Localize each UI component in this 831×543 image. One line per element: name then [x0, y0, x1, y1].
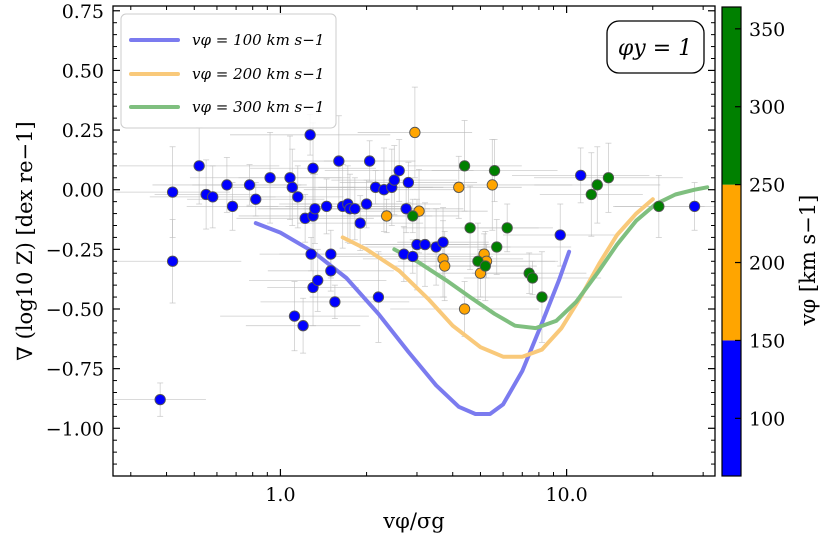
data-point: [154, 394, 166, 406]
data-point: [193, 160, 205, 172]
x-tick-label: 1.0: [265, 484, 295, 506]
colorbar-tick-label: 200: [749, 253, 785, 275]
data-point: [488, 164, 501, 177]
data-point: [458, 303, 471, 315]
colorbar-tick-label: 150: [749, 330, 785, 352]
y-tick-label: 0.25: [62, 120, 104, 142]
data-point: [221, 179, 233, 191]
data-point: [393, 164, 405, 177]
legend-label-100: vφ = 100 km s−1: [192, 31, 324, 49]
y-tick-label: −0.50: [46, 299, 104, 321]
model-curves: [253, 185, 710, 416]
y-tick-label: −1.00: [46, 418, 104, 440]
colorbar-tick-label: 250: [749, 175, 785, 197]
data-point: [602, 172, 615, 184]
data-point: [286, 181, 298, 193]
data-point: [407, 210, 419, 222]
data-point: [243, 179, 256, 191]
data-point: [486, 179, 498, 191]
data-point: [688, 200, 701, 213]
colorbar-tick-label: 300: [749, 97, 785, 119]
data-point: [297, 320, 309, 332]
x-axis-label: vφ/σg: [382, 509, 444, 533]
data-point: [536, 291, 548, 303]
y-axis-label: ∇ (log10 Z) [dex re−1]: [13, 121, 37, 360]
data-point: [501, 222, 513, 234]
data-point: [284, 172, 296, 184]
data-point: [264, 172, 276, 184]
legend: vφ = 100 km s−1 vφ = 200 km s−1 vφ = 300…: [120, 13, 337, 129]
data-point: [464, 222, 476, 234]
data-point: [400, 203, 412, 215]
data-point: [349, 203, 361, 215]
data-point: [312, 274, 324, 287]
colorbar-tick-label: 350: [749, 19, 785, 41]
legend-label-300: vφ = 300 km s−1: [192, 98, 324, 116]
data-point: [419, 238, 431, 251]
data-point: [207, 191, 219, 203]
data-point: [402, 176, 415, 189]
colorbar: 100 150 200 250 300 350: [721, 6, 785, 477]
axis-ticks: 0.75 0.50 0.25 0.00 −0.25 −0.50 −0.75 −1.00 1.0 1…: [46, 1, 715, 506]
data-point: [166, 255, 179, 267]
data-point: [166, 186, 179, 198]
legend-label-200: vφ = 200 km s−1: [192, 65, 324, 83]
data-point: [226, 200, 239, 213]
data-point: [437, 236, 449, 248]
data-point: [325, 265, 337, 277]
data-points: [154, 126, 701, 406]
data-point: [305, 248, 317, 260]
annotation-box: φy = 1: [606, 20, 705, 74]
model-curve: [253, 221, 572, 416]
data-point: [591, 179, 603, 191]
colorbar-band: [722, 7, 741, 185]
model-curve: [340, 197, 655, 359]
data-point: [409, 126, 421, 139]
data-point: [380, 210, 393, 222]
data-point: [288, 310, 301, 322]
data-point: [526, 272, 539, 284]
data-point: [653, 200, 665, 213]
annotation-frame: [606, 20, 705, 74]
colorbar-band: [722, 184, 741, 341]
colorbar-frame: [721, 6, 742, 477]
data-point: [354, 217, 366, 229]
data-point: [372, 291, 385, 303]
y-tick-label: −0.25: [46, 239, 104, 261]
data-point: [304, 129, 316, 141]
data-point: [575, 169, 587, 182]
data-point: [333, 155, 345, 167]
data-point: [250, 193, 262, 205]
data-point: [309, 203, 321, 215]
data-point: [585, 188, 597, 201]
data-point: [292, 191, 304, 203]
data-point: [307, 162, 319, 174]
data-point: [325, 248, 337, 260]
colorbar-label: vφ [km s−1]: [796, 195, 820, 327]
data-point: [388, 174, 400, 186]
y-tick-label: −0.75: [46, 359, 104, 381]
data-point: [439, 260, 451, 272]
colorbar-tick-label: 100: [749, 408, 785, 430]
data-point: [407, 250, 419, 263]
data-point: [554, 229, 566, 241]
data-point: [479, 260, 491, 272]
y-tick-label: 0.00: [62, 180, 104, 202]
data-point: [360, 198, 373, 210]
x-tick-label: 10.0: [545, 484, 587, 506]
data-point: [363, 155, 376, 167]
data-point: [453, 181, 465, 193]
data-point: [491, 241, 503, 253]
data-point: [458, 160, 471, 172]
annotation-text: φy = 1: [618, 36, 692, 61]
plot-frame: [112, 5, 716, 477]
legend-frame: [120, 13, 337, 129]
y-tick-label: 0.75: [62, 1, 104, 23]
colorbar-band: [722, 340, 741, 476]
y-tick-label: 0.50: [62, 60, 104, 82]
data-point: [320, 200, 333, 213]
model-curve: [392, 185, 710, 331]
data-point: [329, 296, 341, 308]
